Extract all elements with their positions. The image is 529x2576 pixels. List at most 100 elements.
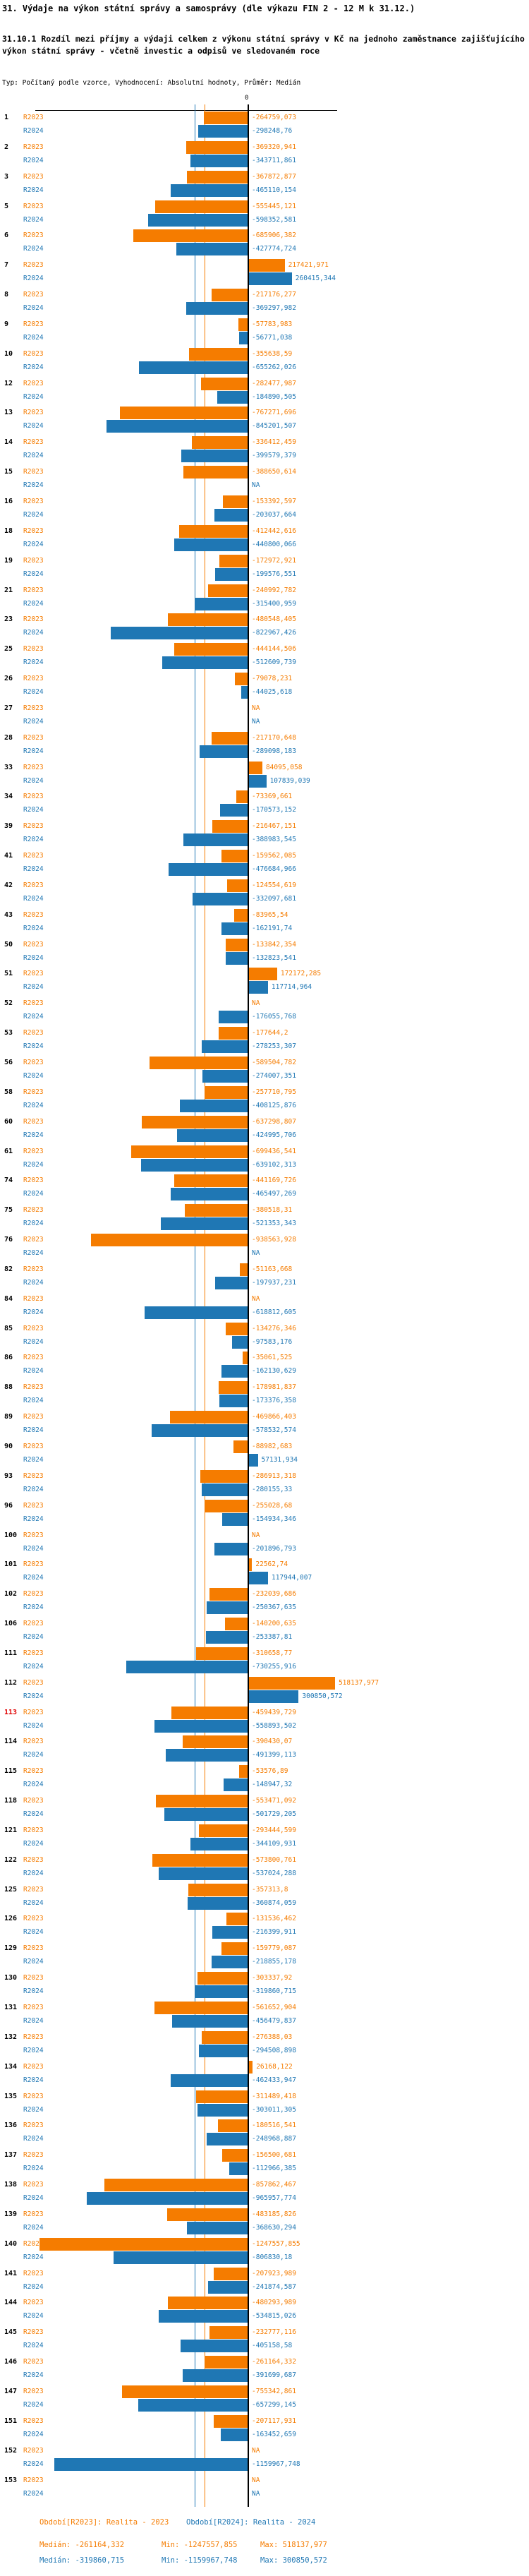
bar-r2023[interactable]: [155, 200, 248, 213]
bar-r2024[interactable]: [205, 1631, 248, 1644]
bar-r2023[interactable]: [207, 584, 248, 597]
bar-r2024[interactable]: [248, 774, 267, 788]
bar-r2024[interactable]: [181, 450, 248, 463]
bar-r2023[interactable]: [91, 1234, 248, 1247]
bar-r2024[interactable]: [141, 1158, 248, 1172]
bar-r2023[interactable]: [133, 229, 248, 243]
bar-r2024[interactable]: [248, 1572, 268, 1585]
bar-r2023[interactable]: [212, 820, 248, 833]
bar-r2023[interactable]: [219, 554, 248, 567]
bar-r2023[interactable]: [200, 1469, 248, 1483]
bar-r2023[interactable]: [205, 2356, 248, 2369]
bar-r2024[interactable]: [170, 1188, 248, 1201]
bar-r2023[interactable]: [221, 850, 248, 863]
bar-r2023[interactable]: [199, 1824, 248, 1837]
bar-r2023[interactable]: [121, 2385, 248, 2398]
bar-r2023[interactable]: [169, 1411, 248, 1424]
bar-r2023[interactable]: [248, 968, 277, 981]
bar-r2024[interactable]: [221, 1365, 248, 1378]
bar-r2024[interactable]: [174, 538, 248, 551]
bar-r2023[interactable]: [226, 938, 248, 951]
bar-r2023[interactable]: [248, 259, 285, 272]
bar-r2024[interactable]: [161, 1217, 248, 1231]
bar-r2024[interactable]: [148, 213, 248, 227]
bar-r2023[interactable]: [226, 1322, 248, 1335]
bar-r2024[interactable]: [198, 125, 248, 138]
bar-r2024[interactable]: [138, 361, 248, 374]
bar-r2023[interactable]: [213, 2414, 248, 2428]
bar-r2024[interactable]: [238, 331, 248, 344]
bar-r2024[interactable]: [202, 1070, 248, 1083]
bar-r2023[interactable]: [226, 1913, 248, 1926]
bar-r2024[interactable]: [166, 1749, 248, 1762]
bar-r2024[interactable]: [162, 656, 248, 670]
bar-r2024[interactable]: [212, 1926, 248, 1939]
bar-r2024[interactable]: [168, 863, 248, 877]
bar-r2024[interactable]: [214, 1542, 248, 1555]
bar-r2023[interactable]: [188, 347, 248, 361]
bar-r2023[interactable]: [150, 1057, 248, 1069]
bar-r2023[interactable]: [213, 2267, 248, 2280]
bar-r2024[interactable]: [159, 2310, 248, 2323]
bar-r2024[interactable]: [248, 981, 268, 994]
bar-r2024[interactable]: [226, 951, 248, 965]
bar-r2023[interactable]: [239, 1263, 248, 1276]
bar-r2024[interactable]: [86, 2192, 248, 2205]
bar-r2024[interactable]: [229, 2162, 248, 2176]
bar-r2023[interactable]: [174, 643, 248, 656]
bar-r2023[interactable]: [131, 1145, 248, 1158]
bar-r2024[interactable]: [219, 1011, 248, 1024]
bar-r2024[interactable]: [248, 1453, 258, 1467]
bar-r2023[interactable]: [196, 2090, 248, 2103]
bar-r2023[interactable]: [212, 289, 248, 302]
bar-r2024[interactable]: [193, 892, 248, 905]
bar-r2024[interactable]: [180, 1099, 248, 1112]
bar-r2024[interactable]: [199, 2044, 248, 2057]
bar-r2024[interactable]: [207, 2280, 248, 2294]
bar-r2023[interactable]: [204, 112, 248, 124]
bar-r2023[interactable]: [196, 1647, 248, 1660]
bar-r2023[interactable]: [218, 1027, 248, 1040]
bar-r2024[interactable]: [164, 1808, 248, 1822]
bar-r2024[interactable]: [186, 2221, 248, 2234]
bar-r2024[interactable]: [206, 2133, 248, 2146]
bar-r2024[interactable]: [183, 833, 248, 847]
bar-r2023[interactable]: [209, 1588, 248, 1601]
bar-r2024[interactable]: [222, 1512, 248, 1526]
bar-r2023[interactable]: [248, 2060, 253, 2074]
bar-r2024[interactable]: [190, 1837, 248, 1850]
bar-r2023[interactable]: [155, 1795, 248, 1808]
bar-r2023[interactable]: [234, 908, 248, 922]
bar-r2024[interactable]: [180, 2340, 248, 2353]
bar-r2024[interactable]: [221, 2428, 248, 2441]
bar-r2023[interactable]: [179, 524, 248, 538]
bar-r2023[interactable]: [171, 1706, 248, 1719]
bar-r2023[interactable]: [235, 673, 248, 686]
bar-r2024[interactable]: [197, 2103, 248, 2117]
bar-r2024[interactable]: [200, 745, 248, 758]
bar-r2024[interactable]: [195, 1985, 248, 1999]
bar-r2023[interactable]: [154, 2002, 248, 2014]
bar-r2024[interactable]: [158, 1867, 248, 1880]
bar-r2023[interactable]: [218, 1381, 248, 1395]
bar-r2024[interactable]: [190, 154, 248, 167]
bar-r2023[interactable]: [184, 1204, 248, 1217]
bar-r2023[interactable]: [183, 466, 248, 479]
bar-r2023[interactable]: [242, 1352, 248, 1365]
bar-r2023[interactable]: [141, 1115, 248, 1128]
bar-r2024[interactable]: [215, 1276, 248, 1289]
bar-r2024[interactable]: [221, 922, 248, 935]
bar-r2023[interactable]: [188, 1883, 248, 1896]
bar-r2024[interactable]: [219, 1395, 248, 1408]
bar-r2023[interactable]: [248, 1558, 253, 1572]
bar-r2024[interactable]: [151, 1424, 248, 1438]
bar-r2024[interactable]: [110, 627, 248, 640]
bar-r2023[interactable]: [209, 2326, 248, 2340]
bar-r2023[interactable]: [248, 761, 262, 774]
bar-r2024[interactable]: [219, 804, 248, 817]
bar-r2023[interactable]: [167, 2208, 248, 2221]
bar-r2024[interactable]: [195, 597, 248, 610]
bar-r2023[interactable]: [186, 140, 248, 154]
bar-r2024[interactable]: [214, 567, 248, 581]
bar-r2024[interactable]: [248, 272, 292, 286]
